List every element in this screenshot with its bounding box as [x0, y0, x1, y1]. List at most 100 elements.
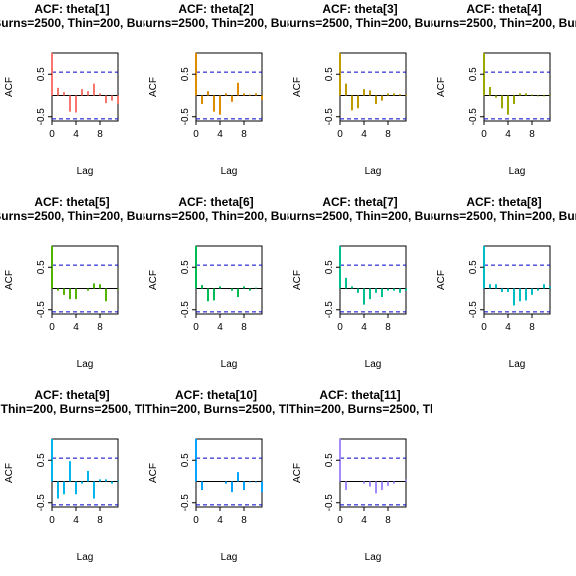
chart-subtitle: Thin=200, Burns=2500, Thin=200, Burns=25…	[0, 402, 277, 416]
x-tick-label: 8	[385, 129, 391, 140]
y-tick-label: 0.5	[36, 67, 47, 81]
acf-panel-7: ACF: theta[7]Thin=200, Burns=2500, Thin=…	[88, 195, 576, 370]
y-axis-label: ACF	[292, 463, 303, 483]
plot-frame	[51, 52, 119, 122]
x-axis-label: Lag	[77, 359, 94, 370]
y-tick-label: 0.5	[324, 67, 335, 81]
y-tick-label: -0.5	[468, 108, 479, 126]
x-tick-label: 0	[193, 129, 199, 140]
x-tick-label: 8	[241, 515, 247, 526]
chart-title: ACF: theta[8]	[466, 195, 541, 209]
x-tick-label: 0	[481, 129, 487, 140]
plot-frame	[195, 438, 263, 508]
chart-title: ACF: theta[7]	[322, 195, 397, 209]
x-tick-label: 8	[97, 515, 103, 526]
y-tick-label: -0.5	[180, 108, 191, 126]
y-axis-label: ACF	[148, 77, 159, 97]
x-tick-label: 8	[529, 322, 535, 333]
x-tick-label: 8	[97, 322, 103, 333]
chart-title: ACF: theta[5]	[34, 195, 109, 209]
y-tick-label: 0.5	[180, 453, 191, 467]
chart-subtitle: Thin=200, Burns=2500, Thin=200, Burns=25…	[0, 16, 488, 30]
x-tick-label: 0	[49, 322, 55, 333]
y-tick-label: 0.5	[324, 453, 335, 467]
plot-frame	[483, 245, 551, 315]
chart-title: ACF: theta[1]	[34, 2, 109, 16]
x-tick-label: 4	[361, 515, 367, 526]
y-tick-label: -0.5	[324, 108, 335, 126]
plot-frame	[195, 245, 263, 315]
y-tick-label: -0.5	[180, 494, 191, 512]
x-tick-label: 0	[193, 515, 199, 526]
y-tick-label: 0.5	[36, 260, 47, 274]
x-tick-label: 4	[361, 129, 367, 140]
y-tick-label: -0.5	[324, 301, 335, 319]
acf-panel-11: ACF: theta[11]Thin=200, Burns=2500, Thin…	[155, 388, 566, 563]
y-tick-label: -0.5	[36, 108, 47, 126]
y-axis-label: ACF	[4, 463, 15, 483]
chart-subtitle: Thin=200, Burns=2500, Thin=200, Burns=25…	[11, 402, 422, 416]
x-axis-label: Lag	[365, 552, 382, 563]
plot-frame	[339, 52, 407, 122]
x-tick-label: 4	[217, 129, 223, 140]
x-tick-label: 8	[385, 322, 391, 333]
x-tick-label: 0	[337, 322, 343, 333]
x-tick-label: 8	[241, 129, 247, 140]
y-axis-label: ACF	[4, 270, 15, 290]
y-tick-label: 0.5	[180, 67, 191, 81]
acf-panel-6: ACF: theta[6]Thin=200, Burns=2500, Thin=…	[0, 195, 488, 370]
plot-frame	[483, 52, 551, 122]
x-tick-label: 4	[73, 515, 79, 526]
chart-subtitle: Thin=200, Burns=2500, Thin=200, Burns=25…	[0, 16, 344, 30]
chart-subtitle: Thin=200, Burns=2500, Thin=200, Burns=25…	[155, 402, 566, 416]
x-tick-label: 4	[217, 515, 223, 526]
chart-subtitle: Thin=200, Burns=2500, Thin=200, Burns=25…	[232, 209, 576, 223]
x-tick-label: 4	[73, 322, 79, 333]
y-axis-label: ACF	[292, 270, 303, 290]
y-tick-label: -0.5	[468, 301, 479, 319]
y-tick-label: -0.5	[36, 494, 47, 512]
acf-panel-4: ACF: theta[4]Thin=200, Burns=2500, Thin=…	[232, 2, 576, 177]
chart-title: ACF: theta[3]	[322, 2, 397, 16]
y-axis-label: ACF	[148, 463, 159, 483]
y-tick-label: -0.5	[36, 301, 47, 319]
chart-subtitle: Thin=200, Burns=2500, Thin=200, Burns=25…	[88, 209, 576, 223]
y-tick-label: -0.5	[324, 494, 335, 512]
x-axis-label: Lag	[221, 359, 238, 370]
plot-frame	[51, 245, 119, 315]
x-axis-label: Lag	[365, 359, 382, 370]
plot-frame	[195, 52, 263, 122]
y-tick-label: 0.5	[36, 453, 47, 467]
y-tick-label: 0.5	[468, 260, 479, 274]
plot-frame	[51, 438, 119, 508]
x-tick-label: 4	[505, 129, 511, 140]
chart-subtitle: Thin=200, Burns=2500, Thin=200, Burns=25…	[88, 16, 576, 30]
x-tick-label: 4	[73, 129, 79, 140]
chart-title: ACF: theta[6]	[178, 195, 253, 209]
plot-frame	[339, 438, 407, 508]
y-tick-label: -0.5	[180, 301, 191, 319]
x-axis-label: Lag	[77, 166, 94, 177]
chart-title: ACF: theta[11]	[319, 388, 400, 402]
chart-title: ACF: theta[2]	[178, 2, 253, 16]
chart-subtitle: Thin=200, Burns=2500, Thin=200, Burns=25…	[0, 209, 488, 223]
x-tick-label: 8	[241, 322, 247, 333]
chart-subtitle: Thin=200, Burns=2500, Thin=200, Burns=25…	[232, 16, 576, 30]
acf-panel-8: ACF: theta[8]Thin=200, Burns=2500, Thin=…	[232, 195, 576, 370]
x-tick-label: 4	[505, 322, 511, 333]
y-axis-label: ACF	[292, 77, 303, 97]
x-tick-label: 4	[217, 322, 223, 333]
x-tick-label: 8	[385, 515, 391, 526]
x-tick-label: 8	[529, 129, 535, 140]
acf-panel-9: ACF: theta[9] Thin=200, Burns=2500, Thin=…	[0, 388, 277, 563]
acf-panel-10: ACF: theta[10]Thin=200, Burns=2500, Thin…	[11, 388, 422, 563]
y-axis-label: ACF	[148, 270, 159, 290]
x-tick-label: 4	[361, 322, 367, 333]
chart-title: ACF: theta[10]	[175, 388, 257, 402]
acf-panel-3: ACF: theta[3]Thin=200, Burns=2500, Thin=…	[88, 2, 576, 177]
x-axis-label: Lag	[77, 552, 94, 563]
chart-title: ACF: theta[4]	[466, 2, 541, 16]
x-axis-label: Lag	[221, 166, 238, 177]
y-tick-label: 0.5	[180, 260, 191, 274]
